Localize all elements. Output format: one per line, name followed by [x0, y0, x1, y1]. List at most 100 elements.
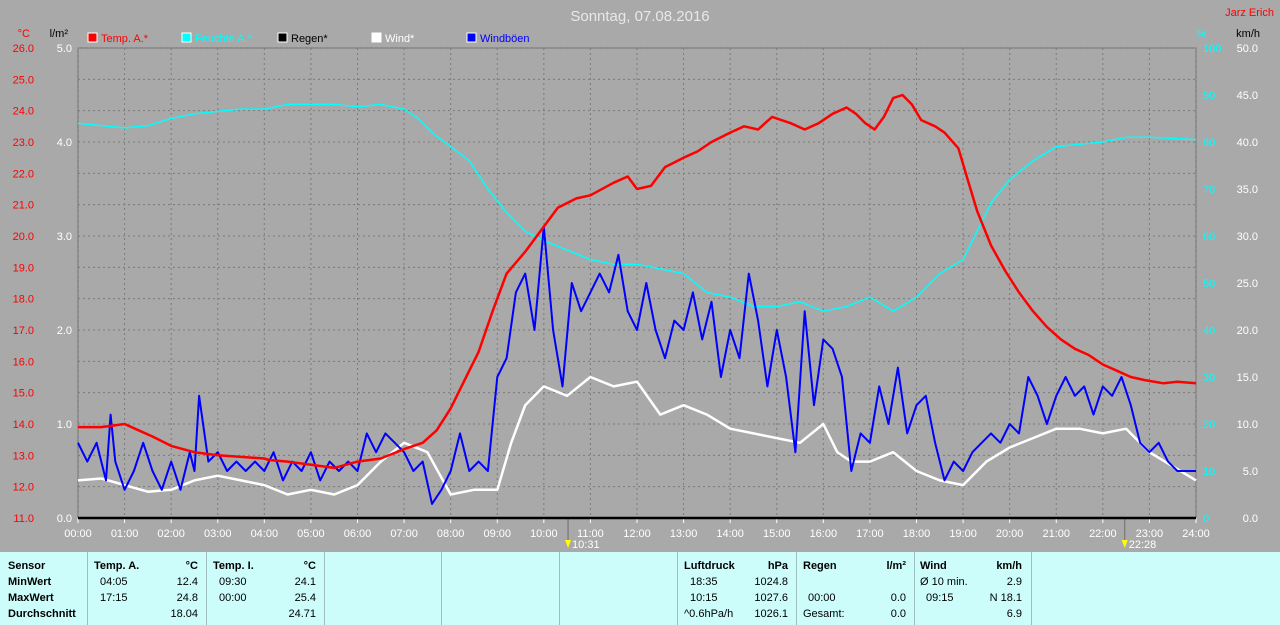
x-tick-label: 06:00: [344, 528, 372, 540]
x-tick-label: 09:00: [483, 528, 511, 540]
x-tick-label: 10:00: [530, 528, 558, 540]
x-tick-label: 17:00: [856, 528, 884, 540]
rain-unit-label: l/m²: [50, 28, 69, 40]
divider: [796, 552, 797, 625]
x-tick-label: 22:00: [1089, 528, 1117, 540]
x-tick-label: 12:00: [623, 528, 651, 540]
humidity-unit-label: %: [1196, 28, 1206, 40]
series-lines: [77, 93, 1197, 520]
rain-tick-label: 4.0: [57, 137, 72, 149]
x-tick-label: 04:00: [251, 528, 279, 540]
pressure-trend: ^0.6hPa/h: [684, 608, 734, 620]
temp-tick-label: 16.0: [13, 356, 34, 368]
divider: [441, 552, 442, 625]
sun-marker-icon: [1121, 540, 1128, 548]
rain-tick-label: 5.0: [57, 43, 72, 55]
temp-i-header: Temp. I.: [213, 560, 254, 572]
divider: [206, 552, 207, 625]
humidity-tick-label: 100: [1203, 43, 1221, 55]
temp-a-max-time: 17:15: [100, 592, 128, 604]
rain-tick-label: 0.0: [57, 513, 72, 525]
stats-table: Sensor MinWert MaxWert Durchschnitt Temp…: [0, 552, 1280, 625]
temp-a-unit: °C: [185, 560, 198, 572]
divider: [1031, 552, 1032, 625]
x-tick-label: 24:00: [1182, 528, 1210, 540]
x-tick-label: 11:00: [577, 528, 604, 540]
series-line: [77, 375, 1197, 496]
x-tick-label: 00:00: [64, 528, 92, 540]
row-label-max: MaxWert: [8, 592, 54, 604]
humidity-tick-label: 90: [1203, 90, 1215, 102]
rain-max-value: 0.0: [890, 592, 906, 604]
humidity-tick-label: 80: [1203, 137, 1215, 149]
wind-tick-label: 40.0: [1237, 137, 1258, 149]
x-tick-label: 15:00: [763, 528, 791, 540]
wind-max-value: N 18.1: [989, 592, 1022, 604]
temp-tick-label: 22.0: [13, 168, 34, 180]
sensor-header: Sensor: [8, 560, 46, 572]
temp-tick-label: 15.0: [13, 388, 34, 400]
temp-tick-label: 20.0: [13, 231, 34, 243]
humidity-tick-label: 30: [1203, 372, 1215, 384]
humidity-tick-label: 20: [1203, 419, 1215, 431]
chart-title: Sonntag, 07.08.2016: [570, 8, 709, 25]
temp-tick-label: 18.0: [13, 294, 34, 306]
x-tick-label: 20:00: [996, 528, 1024, 540]
x-tick-label: 23:00: [1136, 528, 1164, 540]
wind-tick-label: 0.0: [1243, 513, 1258, 525]
temp-unit-label: °C: [18, 28, 30, 40]
x-tick-label: 18:00: [903, 528, 931, 540]
wind-avg10-label: Ø 10 min.: [920, 576, 968, 588]
temp-i-avg-value: 24.71: [288, 608, 316, 620]
x-tick-label: 13:00: [670, 528, 698, 540]
x-tick-label: 05:00: [297, 528, 325, 540]
x-tick-label: 07:00: [390, 528, 418, 540]
temp-tick-label: 23.0: [13, 137, 34, 149]
grid: [77, 47, 1197, 519]
wind-tick-label: 20.0: [1237, 325, 1258, 337]
temp-tick-label: 12.0: [13, 482, 34, 494]
weather-chart: 00:00 01:00 02:00 03:00 04:00 05:00 06:00 07:00…: [13, 7, 1274, 551]
author-label: Jarz Erich: [1225, 7, 1274, 19]
temp-a-min-value: 12.4: [176, 576, 198, 588]
legend-label: Temp. A.*: [101, 33, 149, 45]
wind-tick-label: 25.0: [1237, 278, 1258, 290]
rain-total-label: Gesamt:: [803, 608, 845, 620]
humidity-tick-label: 0: [1203, 513, 1209, 525]
legend-swatch: [87, 32, 98, 43]
sun-marker-icon: [565, 540, 572, 548]
x-tick-label: 21:00: [1042, 528, 1070, 540]
row-label-avg: Durchschnitt: [8, 608, 76, 620]
legend-swatch: [371, 32, 382, 43]
temp-a-min-time: 04:05: [100, 576, 128, 588]
axes: 00:00 01:00 02:00 03:00 04:00 05:00 06:00 07:00…: [13, 43, 1258, 551]
legend: Temp. A.* Feuchte A.* Regen* Wind* Windböen: [87, 32, 530, 45]
humidity-tick-label: 60: [1203, 231, 1215, 243]
pressure-avg-value: 1026.1: [754, 608, 788, 620]
divider: [559, 552, 560, 625]
legend-label: Regen*: [291, 33, 328, 45]
wind-avg-value: 6.9: [1006, 608, 1022, 620]
legend-label: Windböen: [480, 33, 530, 45]
temp-i-max-value: 25.4: [294, 592, 316, 604]
wind-tick-label: 50.0: [1237, 43, 1258, 55]
temp-tick-label: 13.0: [13, 450, 34, 462]
legend-label: Feuchte A.*: [195, 33, 253, 45]
pressure-max-value: 1027.6: [754, 592, 788, 604]
divider: [677, 552, 678, 625]
rain-tick-label: 3.0: [57, 231, 72, 243]
legend-swatch: [181, 32, 192, 43]
temp-i-min-value: 24.1: [294, 576, 316, 588]
series-line: [78, 93, 1197, 470]
x-tick-label: 02:00: [157, 528, 185, 540]
time-marker-label: 10:31: [572, 539, 600, 551]
temp-a-max-value: 24.8: [176, 592, 198, 604]
series-line: [77, 103, 1197, 312]
wind-tick-label: 30.0: [1237, 231, 1258, 243]
legend-swatch: [277, 32, 288, 43]
wind-avg10-value: 2.9: [1006, 576, 1022, 588]
rain-header: Regen: [803, 560, 837, 572]
x-tick-label: 08:00: [437, 528, 465, 540]
wind-tick-label: 45.0: [1237, 90, 1258, 102]
humidity-tick-label: 40: [1203, 325, 1215, 337]
